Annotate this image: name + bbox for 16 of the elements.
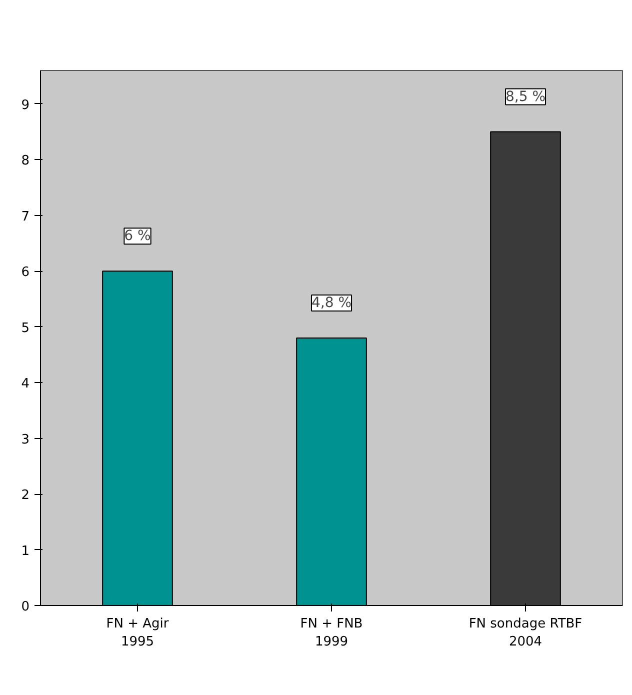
y-tick-label: 8: [21, 154, 30, 169]
y-tick-label: 0: [21, 600, 30, 614]
y-tick-label: 2: [21, 488, 30, 504]
y-tick-label: 7: [21, 209, 30, 224]
data-label: 6 %: [124, 228, 151, 244]
x-tick-label: FN sondage RTBF 2004: [468, 616, 582, 650]
x-tick-label: FN + Agir 1995: [106, 616, 170, 650]
y-tick-label: 1: [21, 544, 30, 559]
data-label: 8,5 %: [505, 88, 546, 105]
y-tick-label: 5: [21, 320, 30, 336]
x-tick-label: FN + FNB 1999: [300, 616, 363, 650]
y-tick-label: 6: [21, 265, 30, 280]
y-tick-label: 4: [21, 376, 30, 392]
data-label: 4,8 %: [311, 295, 352, 311]
y-tick-label: 3: [21, 432, 30, 448]
y-tick-label: 9: [21, 98, 30, 113]
